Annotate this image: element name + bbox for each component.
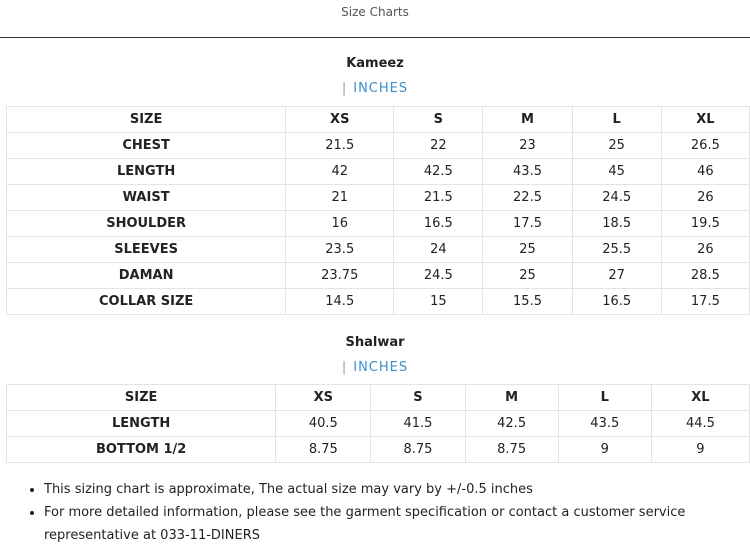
row-label: BOTTOM 1/2	[5, 436, 277, 463]
row-label: CHEST	[5, 132, 287, 159]
size-value: 23.75	[285, 262, 395, 289]
notes-list: This sizing chart is approximate, The ac…	[26, 478, 744, 547]
unit-label: | INCHES	[0, 360, 750, 375]
table-row: LENGTH 42 42.5 43.5 45 46	[5, 158, 750, 185]
size-value: 27	[571, 262, 662, 289]
row-label: COLLAR SIZE	[5, 288, 287, 315]
size-value: 9	[557, 436, 652, 463]
size-value: 45	[571, 158, 662, 185]
column-header: XS	[275, 384, 372, 411]
column-header: XL	[650, 384, 750, 411]
size-value: 24.5	[571, 184, 662, 211]
column-header: SIZE	[5, 106, 287, 133]
table-row: SHOULDER 16 16.5 17.5 18.5 19.5	[5, 210, 750, 237]
row-label: LENGTH	[5, 410, 277, 437]
size-table: SIZE XS S M L XL CHEST 21.5 22 23 25 26.5 LENGTH 42 42…	[5, 106, 750, 315]
size-value: 9	[650, 436, 750, 463]
size-value: 8.75	[464, 436, 559, 463]
column-header: L	[557, 384, 652, 411]
unit-text: INCHES	[353, 360, 409, 375]
size-value: 16	[285, 210, 395, 237]
section-title: Shalwar	[345, 335, 405, 350]
size-value: 42.5	[464, 410, 559, 437]
table-row: CHEST 21.5 22 23 25 26.5	[5, 132, 750, 159]
size-value: 22.5	[482, 184, 573, 211]
size-value: 28.5	[660, 262, 750, 289]
size-value: 8.75	[370, 436, 466, 463]
size-value: 24	[393, 236, 484, 263]
table-row: SLEEVES 23.5 24 25 25.5 26	[5, 236, 750, 263]
size-value: 26.5	[660, 132, 750, 159]
column-header: S	[370, 384, 466, 411]
size-value: 25	[482, 236, 573, 263]
size-value: 21.5	[285, 132, 395, 159]
size-value: 17.5	[660, 288, 750, 315]
table-row: BOTTOM 1/2 8.75 8.75 8.75 9 9	[5, 436, 750, 463]
size-table: SIZE XS S M L XL LENGTH 40.5 41.5 42.5 43.5 44.5 BOT…	[5, 384, 750, 463]
size-value: 41.5	[370, 410, 466, 437]
size-value: 18.5	[571, 210, 662, 237]
size-value: 42	[285, 158, 395, 185]
unit-label: | INCHES	[0, 81, 750, 96]
table-row: DAMAN 23.75 24.5 25 27 28.5	[5, 262, 750, 289]
size-value: 15	[393, 288, 484, 315]
row-label: DAMAN	[5, 262, 287, 289]
size-value: 42.5	[393, 158, 484, 185]
table-row: COLLAR SIZE 14.5 15 15.5 16.5 17.5	[5, 288, 750, 315]
size-value: 21.5	[393, 184, 484, 211]
column-header: M	[482, 106, 573, 133]
size-value: 15.5	[482, 288, 573, 315]
column-header: XL	[660, 106, 750, 133]
size-value: 43.5	[482, 158, 573, 185]
size-value: 19.5	[660, 210, 750, 237]
size-value: 14.5	[285, 288, 395, 315]
header-row: SIZE XS S M L XL	[5, 106, 750, 133]
size-value: 40.5	[275, 410, 372, 437]
column-header: M	[464, 384, 559, 411]
row-label: SHOULDER	[5, 210, 287, 237]
page-title: Size Charts	[341, 5, 409, 19]
separator: |	[341, 81, 348, 96]
size-value: 23	[482, 132, 573, 159]
size-value: 17.5	[482, 210, 573, 237]
size-value: 25.5	[571, 236, 662, 263]
section-title: Kameez	[346, 56, 404, 71]
divider	[0, 37, 750, 38]
column-header: L	[571, 106, 662, 133]
size-value: 26	[660, 236, 750, 263]
size-value: 23.5	[285, 236, 395, 263]
size-value: 26	[660, 184, 750, 211]
row-label: LENGTH	[5, 158, 287, 185]
size-value: 22	[393, 132, 484, 159]
unit-text: INCHES	[353, 81, 409, 96]
row-label: WAIST	[5, 184, 287, 211]
size-value: 25	[482, 262, 573, 289]
size-value: 46	[660, 158, 750, 185]
size-value: 43.5	[557, 410, 652, 437]
size-value: 24.5	[393, 262, 484, 289]
header-row: SIZE XS S M L XL	[5, 384, 750, 411]
note: This sizing chart is approximate, The ac…	[44, 478, 744, 501]
size-value: 16.5	[393, 210, 484, 237]
row-label: SLEEVES	[5, 236, 287, 263]
note: For more detailed information, please se…	[44, 501, 744, 547]
size-value: 21	[285, 184, 395, 211]
size-value: 44.5	[650, 410, 750, 437]
table-row: LENGTH 40.5 41.5 42.5 43.5 44.5	[5, 410, 750, 437]
size-value: 25	[571, 132, 662, 159]
size-value: 8.75	[275, 436, 372, 463]
column-header: S	[393, 106, 484, 133]
separator: |	[341, 360, 348, 375]
table-row: WAIST 21 21.5 22.5 24.5 26	[5, 184, 750, 211]
column-header: SIZE	[5, 384, 277, 411]
column-header: XS	[285, 106, 395, 133]
size-value: 16.5	[571, 288, 662, 315]
